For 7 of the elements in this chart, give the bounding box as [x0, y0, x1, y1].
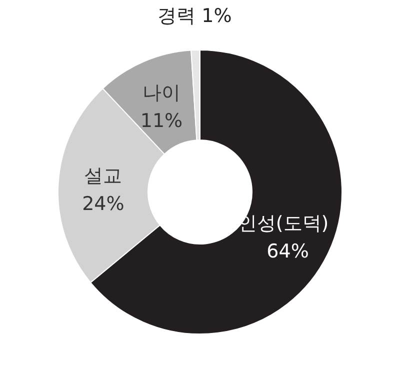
slice-label: 인성(도덕) [238, 212, 329, 234]
data-label: 24% [82, 192, 124, 215]
slice-label: 나이 [142, 82, 180, 104]
data-label: 64% [266, 240, 309, 262]
data-label: 11% [140, 110, 183, 132]
slice-label: 설교 [84, 164, 122, 187]
slice-label: 경력 1% [158, 5, 232, 28]
